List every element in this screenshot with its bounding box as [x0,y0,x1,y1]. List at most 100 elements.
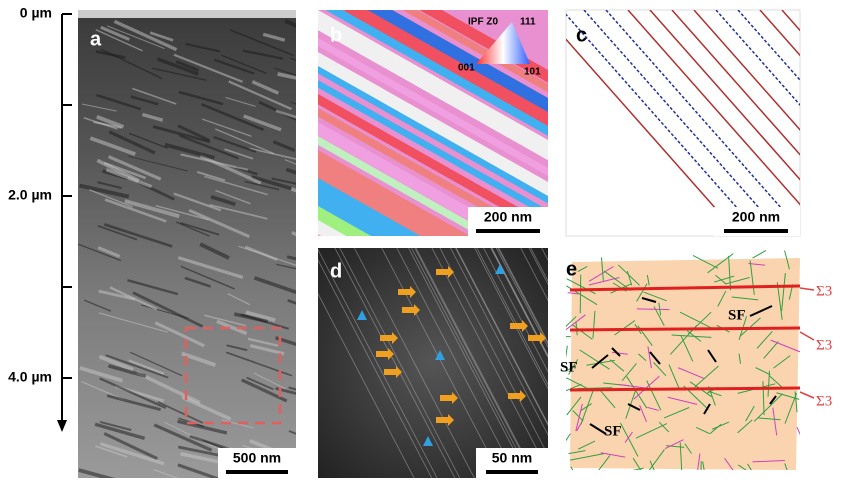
streak [213,58,255,75]
streak [97,181,122,190]
dislocation [684,443,692,454]
dislocation [756,330,773,349]
streak [181,395,232,421]
fault-line [491,248,548,357]
dislocation [667,396,698,405]
panel-e: e SF SF SF Σ3 Σ3 Σ3 [560,249,832,470]
streak [81,381,124,401]
streak [99,420,132,431]
dislocation [647,406,659,411]
dislocation [566,433,571,442]
dislocation [579,349,610,370]
sf-arrow [376,348,394,360]
dislocation [784,463,788,470]
scale-bar [476,229,540,233]
streak [127,278,179,296]
dislocation [566,345,568,359]
dislocation [588,266,614,282]
streak [213,136,257,153]
streak [221,419,254,429]
scale-bar [226,470,288,474]
streak [180,153,249,171]
dislocation [700,461,702,470]
dislocation [612,351,628,355]
streak [128,359,165,375]
fault-line [411,248,532,478]
streak [103,161,147,180]
grain-band [318,66,548,204]
sigma-arrows [799,287,815,399]
dislocation [643,291,667,302]
panel-c: c 200 nm [565,9,841,237]
grain-band [318,108,545,236]
streak [173,53,244,83]
dislocation [695,426,710,435]
streak [214,128,275,155]
streak [196,170,226,182]
streak [156,57,199,76]
fault-line [498,248,548,344]
streak [175,60,200,72]
dislocation [712,421,730,430]
streak [105,168,153,189]
panel-a: a 500 nm [78,10,296,478]
depth-label: 2.0 µm [8,187,52,203]
panel-d: d 50 nm [318,248,548,478]
dislocation [738,353,741,364]
streak [132,291,204,328]
grain-band [318,94,548,235]
streak [79,366,123,383]
grain-band [318,192,396,236]
twin-arrow [435,350,445,360]
streak [246,376,274,391]
boundary [737,10,800,82]
dislocation [575,403,583,432]
fault-line [396,248,518,478]
fault-line [354,248,475,478]
dislocation [566,377,589,390]
dislocation [671,334,712,338]
fault-line [318,259,433,478]
streak [226,344,248,352]
fault-line [455,248,548,427]
twin-arrow [423,436,433,446]
sigma3-label: Σ3 [816,337,832,353]
streak [181,351,217,367]
dislocation [577,440,596,450]
dislocation [680,335,694,362]
dislocation [796,427,800,436]
dislocation [568,450,586,455]
streak [98,289,136,301]
streak [253,276,296,295]
streak [199,242,230,260]
streak [287,298,296,305]
streak [238,245,296,266]
streak [100,48,163,80]
grain-band [318,234,322,236]
streak [274,336,296,347]
dislocation [709,423,722,434]
grain-band [318,150,471,236]
fault-line [450,248,548,436]
streak [103,432,158,460]
ipf-corner: 111 [520,17,536,28]
boundary [826,10,841,236]
dislocation [692,254,719,269]
streak [229,29,295,57]
dislocation [666,445,685,448]
boundaries [566,10,841,236]
dislocation [614,320,636,336]
streak [95,445,128,458]
texture [78,19,296,478]
dislocation [618,383,650,389]
dislocation [603,270,632,292]
streak [149,31,174,42]
twin-boundary [569,386,801,392]
scale-bar-label: 200 nm [484,209,532,225]
streak [98,354,134,372]
streak [178,134,239,160]
boundary [627,10,800,206]
dislocation [694,365,719,388]
simulation-box [570,258,800,470]
